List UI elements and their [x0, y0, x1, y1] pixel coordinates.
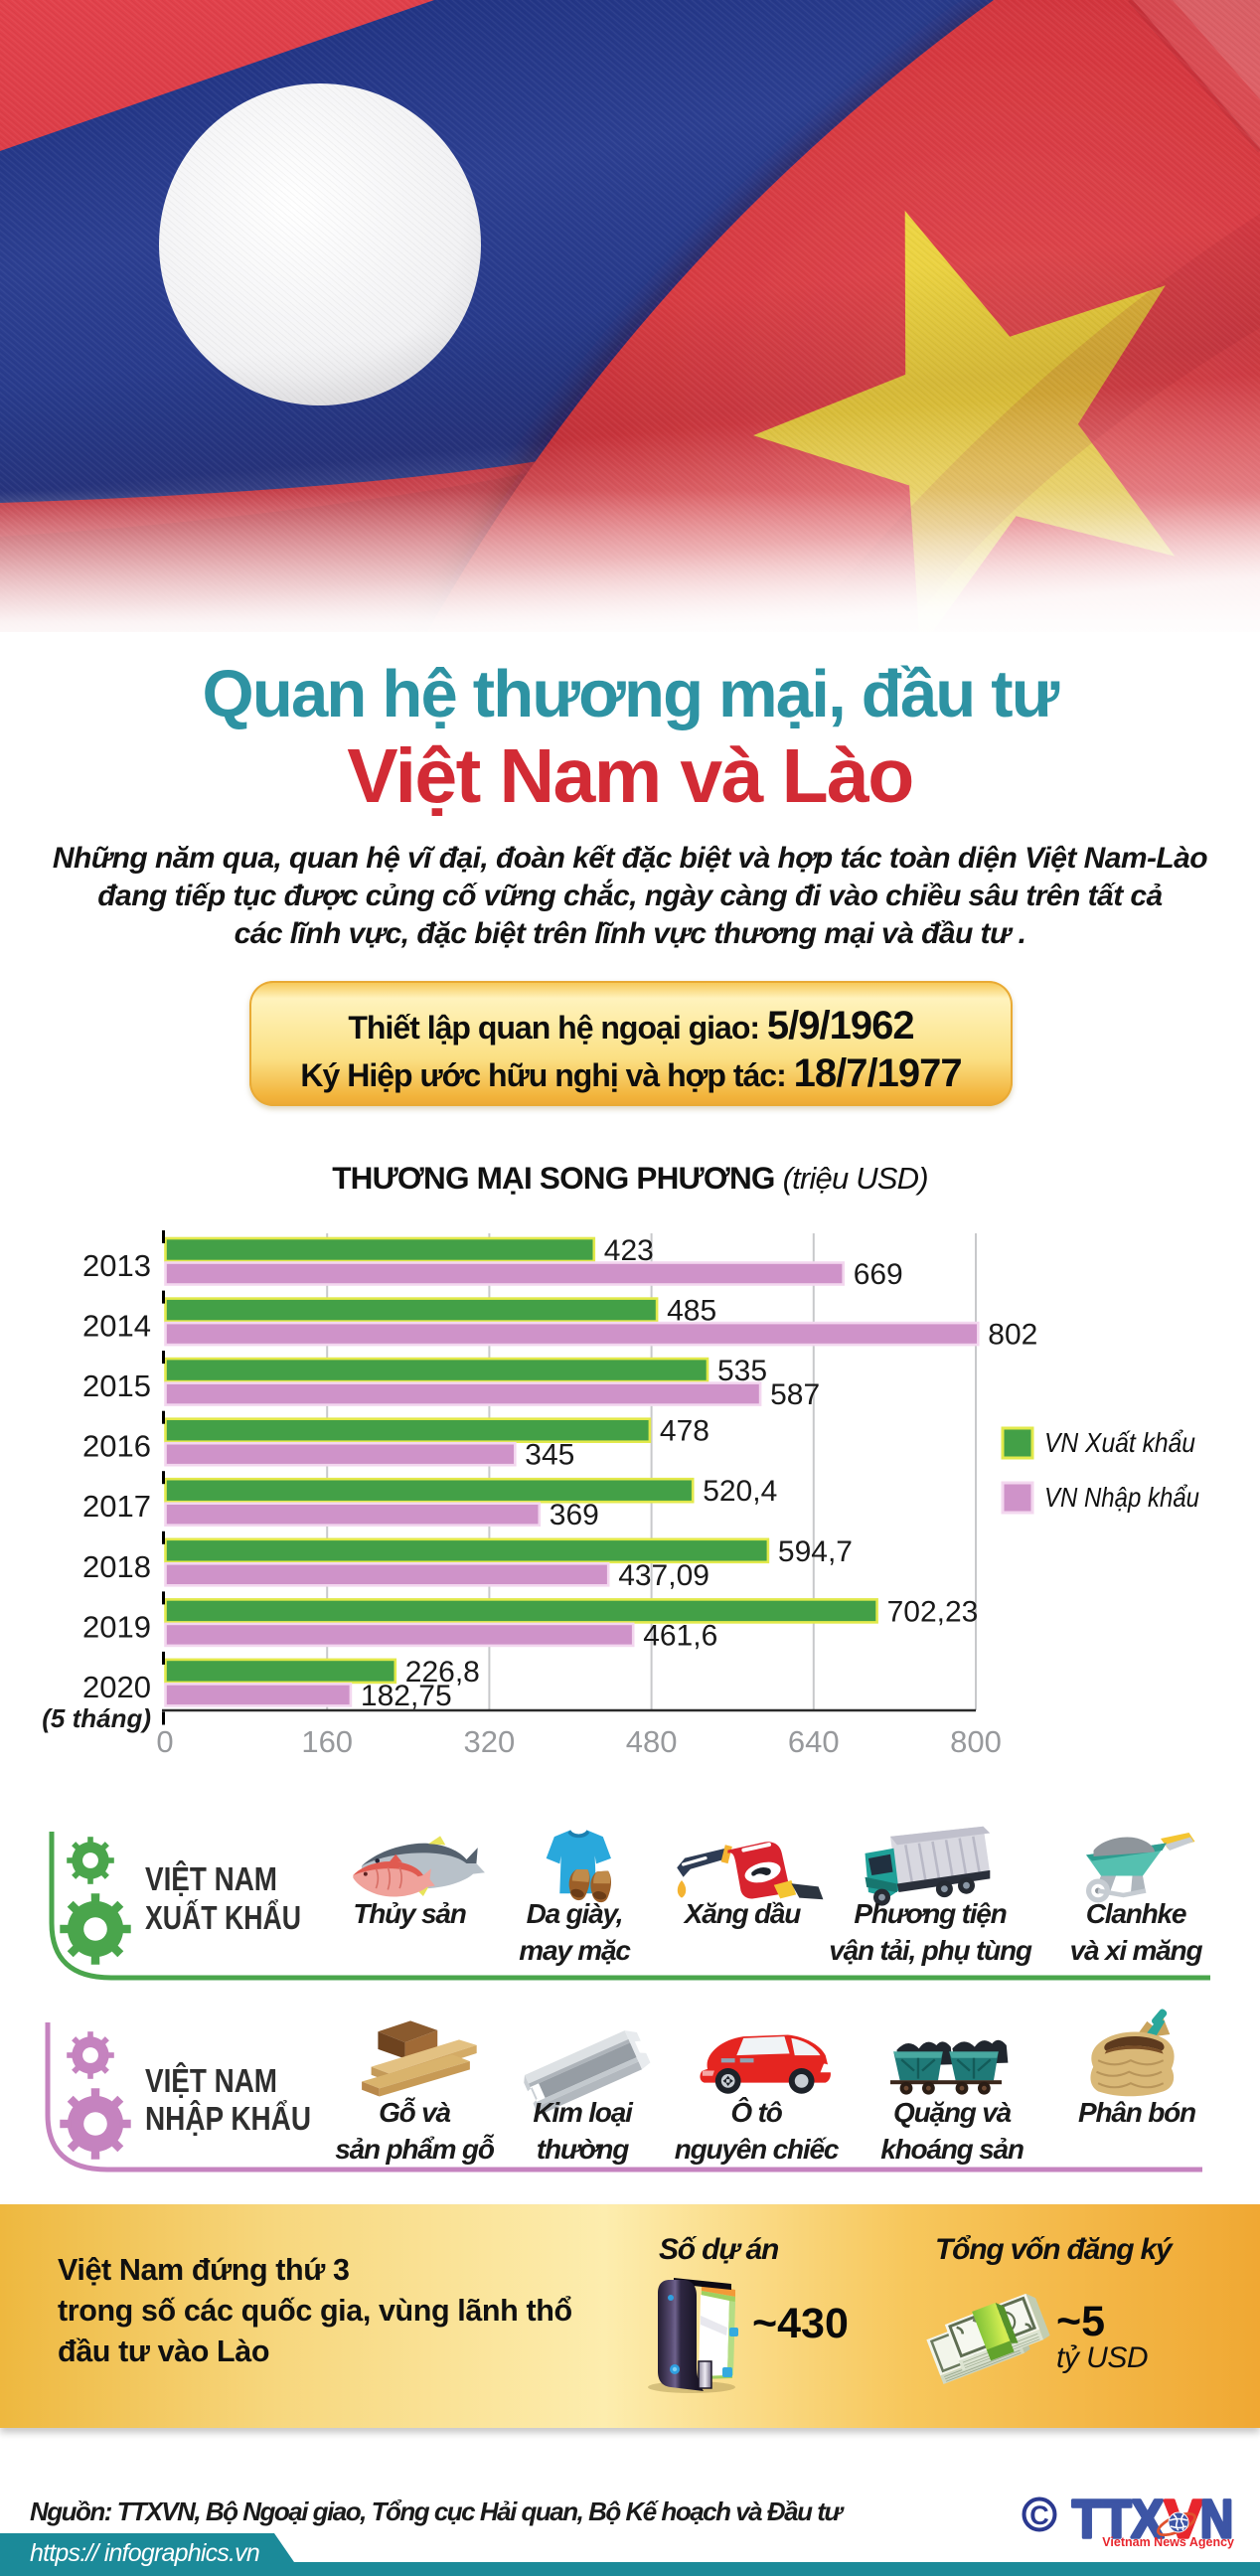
svg-text:(5 tháng): (5 tháng)	[42, 1703, 151, 1733]
svg-text:480: 480	[626, 1724, 678, 1759]
svg-text:VN Xuất khẩu: VN Xuất khẩu	[1044, 1427, 1195, 1458]
svg-text:2013: 2013	[82, 1248, 151, 1283]
svg-text:Kim loại: Kim loại	[533, 2097, 634, 2128]
svg-text:160: 160	[301, 1724, 353, 1759]
svg-text:XUẤT KHẨU: XUẤT KHẨU	[145, 1899, 301, 1936]
svg-text:Thủy sản: Thủy sản	[353, 1898, 465, 1929]
svg-text:Quặng và: Quặng và	[893, 2097, 1012, 2128]
svg-text:226,8: 226,8	[405, 1656, 480, 1689]
svg-text:423: 423	[604, 1234, 654, 1267]
svg-text:2015: 2015	[82, 1368, 151, 1403]
svg-text:2019: 2019	[82, 1609, 151, 1644]
svg-text:2020: 2020	[82, 1670, 151, 1704]
svg-text:478: 478	[660, 1415, 709, 1448]
svg-text:800: 800	[950, 1724, 1002, 1759]
svg-text:320: 320	[464, 1724, 516, 1759]
svg-text:0: 0	[156, 1724, 173, 1759]
svg-text:2017: 2017	[82, 1489, 151, 1524]
svg-text:nguyên chiếc: nguyên chiếc	[675, 2134, 840, 2165]
svg-text:VIỆT NAM: VIỆT NAM	[145, 1860, 277, 1897]
svg-text:Ô tô: Ô tô	[730, 2096, 782, 2128]
svg-text:2018: 2018	[82, 1549, 151, 1584]
svg-text:C: C	[1029, 2500, 1049, 2530]
svg-text:may mặc: may mặc	[519, 1935, 631, 1966]
svg-text:Clanhke: Clanhke	[1086, 1898, 1186, 1929]
svg-text:Phân bón: Phân bón	[1078, 2097, 1195, 2128]
svg-text:Gỗ và: Gỗ và	[379, 2097, 450, 2128]
svg-text:535: 535	[717, 1355, 767, 1387]
svg-text:Phương tiện: Phương tiện	[854, 1898, 1006, 1929]
svg-text:669: 669	[854, 1258, 903, 1291]
svg-text:thường: thường	[537, 2134, 629, 2165]
svg-text:520,4: 520,4	[703, 1475, 777, 1508]
svg-text:802: 802	[988, 1319, 1037, 1352]
svg-text:VIỆT NAM: VIỆT NAM	[145, 2062, 277, 2099]
svg-text:Da giày,: Da giày,	[527, 1898, 623, 1929]
svg-text:Xăng dầu: Xăng dầu	[683, 1898, 802, 1929]
svg-text:NHẬP KHẨU: NHẬP KHẨU	[145, 2100, 311, 2137]
svg-text:VN Nhập khẩu: VN Nhập khẩu	[1044, 1482, 1199, 1513]
svg-text:sản phẩm gỗ: sản phẩm gỗ	[335, 2134, 495, 2165]
svg-text:2016: 2016	[82, 1429, 151, 1464]
svg-text:437,09: 437,09	[618, 1559, 709, 1592]
svg-text:TTX: TTX	[1072, 2490, 1164, 2549]
svg-text:594,7: 594,7	[778, 1535, 853, 1568]
svg-text:369: 369	[550, 1499, 599, 1531]
svg-text:461,6: 461,6	[643, 1619, 717, 1652]
svg-text:N: N	[1200, 2490, 1233, 2549]
svg-text:khoáng sản: khoáng sản	[880, 2134, 1024, 2165]
svg-text:https:// infographics.vn: https:// infographics.vn	[30, 2539, 259, 2567]
svg-text:485: 485	[667, 1295, 716, 1328]
svg-text:345: 345	[525, 1439, 574, 1472]
svg-text:2014: 2014	[82, 1309, 151, 1344]
svg-text:182,75: 182,75	[361, 1680, 452, 1712]
svg-text:640: 640	[788, 1724, 840, 1759]
svg-text:Vietnam News Agency: Vietnam News Agency	[1102, 2535, 1234, 2549]
svg-text:587: 587	[770, 1378, 820, 1411]
svg-text:vận tải, phụ tùng: vận tải, phụ tùng	[829, 1935, 1032, 1966]
svg-text:và xi măng: và xi măng	[1070, 1935, 1203, 1966]
svg-text:702,23: 702,23	[887, 1595, 979, 1628]
